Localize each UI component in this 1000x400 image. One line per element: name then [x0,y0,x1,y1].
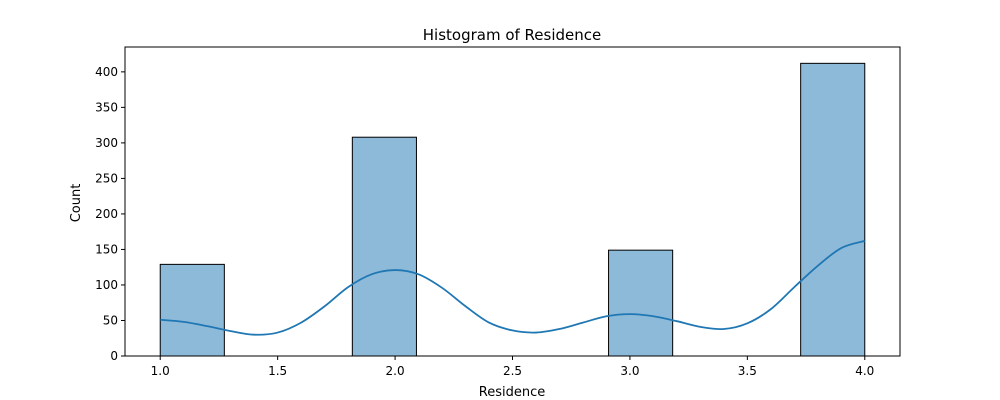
x-tick-label: 1.5 [268,364,287,378]
y-tick-label: 0 [110,349,118,363]
y-tick-label: 100 [95,278,118,292]
x-tick-label: 3.5 [738,364,757,378]
kde-line [160,240,866,336]
y-tick-label: 250 [95,171,118,185]
histogram-bar-1 [159,263,225,357]
x-tick-label: 4.0 [855,364,874,378]
y-tick-label: 400 [95,65,118,79]
y-tick-label: 50 [103,313,118,327]
x-tick-label: 2.0 [386,364,405,378]
y-tick-label: 300 [95,136,118,150]
y-tick-label: 200 [95,207,118,221]
x-tick-label: 2.5 [503,364,522,378]
x-axis-ticks: 1.0 1.5 2.0 2.5 3.0 3.5 4.0 [151,356,874,378]
bars-group [159,62,866,357]
x-tick-label: 3.0 [620,364,639,378]
y-axis-ticks: 0 50 100 150 200 250 300 350 400 [95,65,125,363]
x-axis-label: Residence [479,385,545,400]
y-tick-label: 150 [95,242,118,256]
y-tick-label: 350 [95,100,118,114]
plot-frame [124,46,901,357]
histogram-bar-4 [800,62,866,357]
chart-title: Histogram of Residence [423,26,602,44]
y-axis-label: Count [69,184,84,223]
x-tick-label: 1.0 [151,364,170,378]
histogram-bar-2 [351,136,417,357]
histogram-bar-3 [608,249,674,357]
